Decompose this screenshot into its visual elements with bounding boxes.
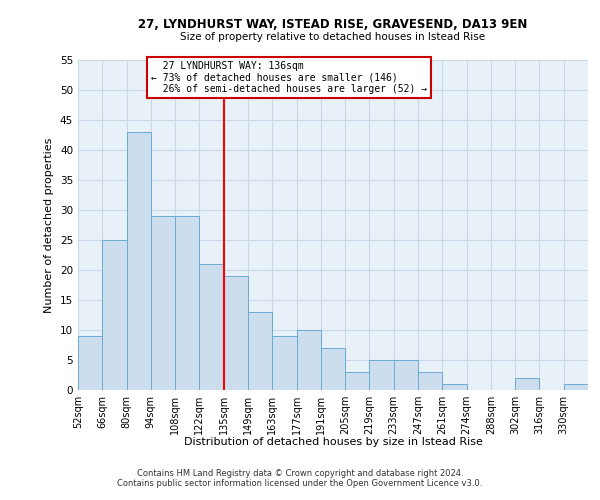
Bar	[564, 384, 588, 390]
Bar	[151, 216, 175, 390]
Bar	[175, 216, 199, 390]
Bar	[78, 336, 102, 390]
Text: Contains public sector information licensed under the Open Government Licence v3: Contains public sector information licen…	[118, 478, 482, 488]
X-axis label: Distribution of detached houses by size in Istead Rise: Distribution of detached houses by size …	[184, 437, 482, 447]
Bar	[199, 264, 224, 390]
Text: 27, LYNDHURST WAY, ISTEAD RISE, GRAVESEND, DA13 9EN: 27, LYNDHURST WAY, ISTEAD RISE, GRAVESEN…	[139, 18, 527, 30]
Bar	[370, 360, 394, 390]
Bar	[321, 348, 345, 390]
Bar	[394, 360, 418, 390]
Text: Size of property relative to detached houses in Istead Rise: Size of property relative to detached ho…	[181, 32, 485, 42]
Bar	[102, 240, 127, 390]
Bar	[296, 330, 321, 390]
Bar	[127, 132, 151, 390]
Bar	[224, 276, 248, 390]
Bar	[248, 312, 272, 390]
Text: 27 LYNDHURST WAY: 136sqm  
← 73% of detached houses are smaller (146)
  26% of s: 27 LYNDHURST WAY: 136sqm ← 73% of detach…	[151, 61, 427, 94]
Y-axis label: Number of detached properties: Number of detached properties	[44, 138, 55, 312]
Bar	[515, 378, 539, 390]
Text: Contains HM Land Registry data © Crown copyright and database right 2024.: Contains HM Land Registry data © Crown c…	[137, 468, 463, 477]
Bar	[345, 372, 370, 390]
Bar	[272, 336, 296, 390]
Bar	[442, 384, 467, 390]
Bar	[418, 372, 442, 390]
